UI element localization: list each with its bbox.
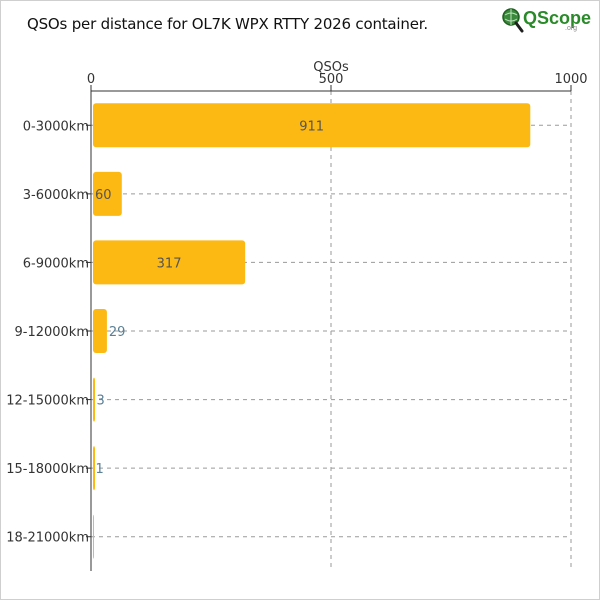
bar <box>93 377 95 422</box>
data-label: 911 <box>299 119 324 134</box>
x-axis-label: QSOs <box>313 60 349 75</box>
bar <box>93 171 122 216</box>
bar <box>93 309 107 353</box>
bar <box>93 514 94 559</box>
y-tick-label: 9-12000km <box>14 325 89 340</box>
data-label: 317 <box>157 256 182 271</box>
logo-subtext: .org <box>565 25 578 32</box>
data-label: 3 <box>96 394 104 409</box>
chart-title: QSOs per distance for OL7K WPX RTTY 2026… <box>27 15 428 33</box>
x-tick-label: 500 <box>319 72 344 87</box>
qscope-logo[interactable]: QScope .org <box>501 5 592 39</box>
bar <box>93 446 95 491</box>
y-tick-label: 12-15000km <box>6 394 89 409</box>
y-tick-label: 15-18000km <box>6 462 89 477</box>
y-tick-label: 6-9000km <box>23 256 89 271</box>
x-tick-label: 0 <box>87 72 95 87</box>
bar <box>93 240 246 285</box>
y-tick-label: 0-3000km <box>23 119 89 134</box>
logo-text: QScope <box>523 8 592 28</box>
data-label: 29 <box>109 325 126 340</box>
data-label: 1 <box>95 462 103 477</box>
magnifier-globe-icon <box>502 8 524 33</box>
y-tick-label: 3-6000km <box>23 188 89 203</box>
y-tick-label: 18-21000km <box>6 531 89 546</box>
data-label: 60 <box>95 188 112 203</box>
x-tick-label: 1000 <box>554 72 587 87</box>
bar <box>93 103 531 148</box>
